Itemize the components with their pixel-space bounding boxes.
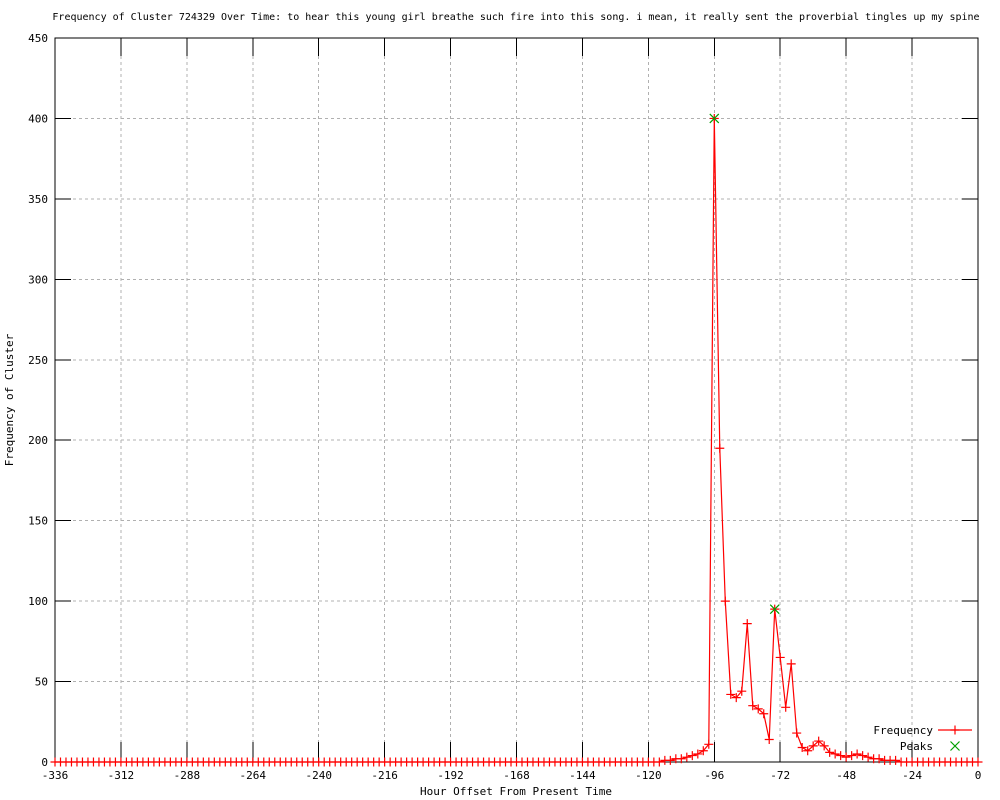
svg-text:250: 250 bbox=[28, 354, 48, 367]
x-axis-title: Hour Offset From Present Time bbox=[420, 785, 612, 798]
svg-text:350: 350 bbox=[28, 193, 48, 206]
legend-label-frequency: Frequency bbox=[873, 724, 933, 737]
svg-text:0: 0 bbox=[41, 756, 48, 769]
y-axis-title: Frequency of Cluster bbox=[3, 333, 16, 466]
svg-text:-96: -96 bbox=[704, 769, 724, 782]
svg-text:-24: -24 bbox=[902, 769, 922, 782]
svg-text:-192: -192 bbox=[437, 769, 464, 782]
svg-text:-240: -240 bbox=[305, 769, 332, 782]
svg-text:300: 300 bbox=[28, 273, 48, 286]
svg-text:0: 0 bbox=[975, 769, 982, 782]
svg-text:100: 100 bbox=[28, 595, 48, 608]
svg-text:-264: -264 bbox=[240, 769, 267, 782]
svg-text:-288: -288 bbox=[174, 769, 201, 782]
svg-text:200: 200 bbox=[28, 434, 48, 447]
svg-text:-216: -216 bbox=[371, 769, 398, 782]
legend-label-peaks: Peaks bbox=[900, 740, 933, 753]
series-peaks bbox=[709, 113, 780, 615]
svg-text:150: 150 bbox=[28, 515, 48, 528]
svg-text:-168: -168 bbox=[503, 769, 530, 782]
chart-title: Frequency of Cluster 724329 Over Time: t… bbox=[52, 12, 979, 23]
generated-plot-layers: -336 -312 -288 -264 -240 -216 -192 -168 -144 -120… bbox=[28, 32, 983, 782]
svg-text:-312: -312 bbox=[108, 769, 135, 782]
x-tick-labels: -336 -312 -288 -264 -240 -216 -192 -168 -144 -120… bbox=[42, 769, 982, 782]
svg-text:-120: -120 bbox=[635, 769, 662, 782]
svg-text:-72: -72 bbox=[770, 769, 790, 782]
legend-sample-peaks bbox=[950, 741, 960, 751]
svg-text:450: 450 bbox=[28, 32, 48, 45]
svg-text:50: 50 bbox=[35, 676, 48, 689]
svg-text:-48: -48 bbox=[836, 769, 856, 782]
gridlines bbox=[54, 37, 979, 763]
svg-text:-144: -144 bbox=[569, 769, 596, 782]
series-markers-peaks bbox=[709, 113, 780, 615]
y-tick-labels: 0 50 100 150 200 250 300 350 400 450 bbox=[28, 32, 48, 769]
legend-sample-frequency bbox=[938, 725, 972, 735]
svg-text:-336: -336 bbox=[42, 769, 69, 782]
svg-text:400: 400 bbox=[28, 112, 48, 125]
legend-samples bbox=[938, 725, 972, 751]
